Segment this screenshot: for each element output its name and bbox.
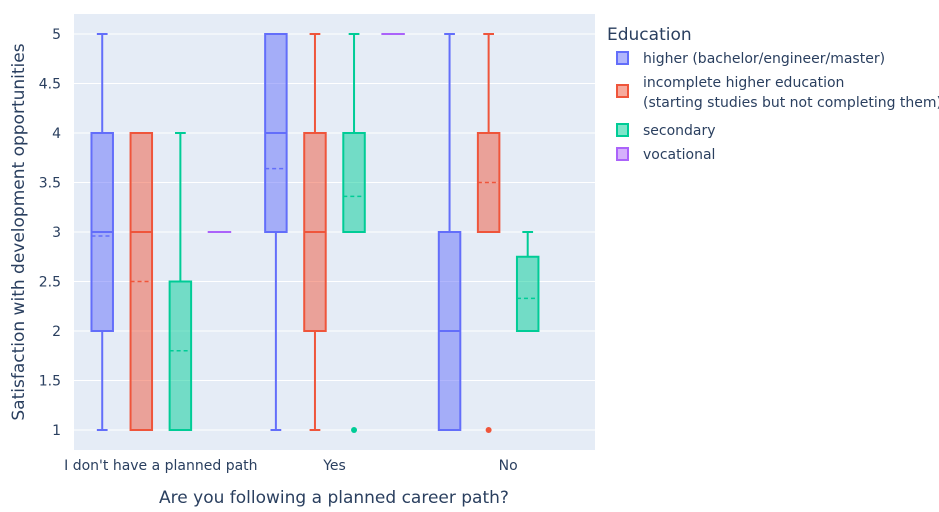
legend-title: Education — [607, 25, 692, 45]
legend-swatch — [617, 148, 628, 160]
legend[interactable]: Education higher (bachelor/engineer/maste… — [607, 25, 939, 163]
y-tick-label: 2.5 — [39, 275, 61, 291]
legend-item[interactable]: higher (bachelor/engineer/master) — [617, 51, 885, 67]
legend-item[interactable]: incomplete higher education (starting stu… — [617, 75, 939, 111]
x-tick-label: No — [499, 458, 518, 474]
legend-label: vocational — [643, 147, 715, 163]
y-tick-label: 3.5 — [39, 176, 61, 192]
y-axis-title: Satisfaction with development opportunit… — [9, 43, 29, 420]
legend-item[interactable]: vocational — [617, 147, 715, 163]
legend-label: higher (bachelor/engineer/master) — [643, 51, 885, 67]
outlier-point — [486, 427, 492, 433]
y-tick-label: 2 — [52, 324, 61, 340]
legend-item[interactable]: secondary — [617, 123, 716, 139]
x-tick-label: Yes — [322, 458, 346, 474]
legend-label: secondary — [643, 123, 716, 139]
y-tick-label: 1.5 — [39, 374, 61, 390]
legend-swatch — [617, 85, 628, 97]
y-tick-label: 4.5 — [39, 77, 61, 93]
legend-swatch — [617, 52, 628, 64]
box-body — [343, 133, 364, 232]
x-tick-label: I don't have a planned path — [64, 458, 257, 474]
legend-label: incomplete higher education — [643, 75, 844, 91]
box-body — [517, 257, 538, 331]
y-tick-labels: 1 1.5 2 2.5 3 3.5 4 4.5 5 — [39, 27, 61, 439]
box-incomplete-0[interactable] — [131, 133, 152, 430]
y-tick-label: 5 — [52, 27, 61, 43]
legend-label: (starting studies but not completing the… — [643, 95, 939, 111]
y-tick-label: 3 — [52, 225, 61, 241]
outlier-point — [351, 427, 357, 433]
y-tick-label: 4 — [52, 126, 61, 142]
x-axis-title: Are you following a planned career path? — [159, 488, 509, 508]
legend-swatch — [617, 124, 628, 136]
y-tick-label: 1 — [52, 423, 61, 439]
x-tick-labels: I don't have a planned path Yes No — [64, 458, 518, 474]
box-body — [170, 282, 191, 431]
